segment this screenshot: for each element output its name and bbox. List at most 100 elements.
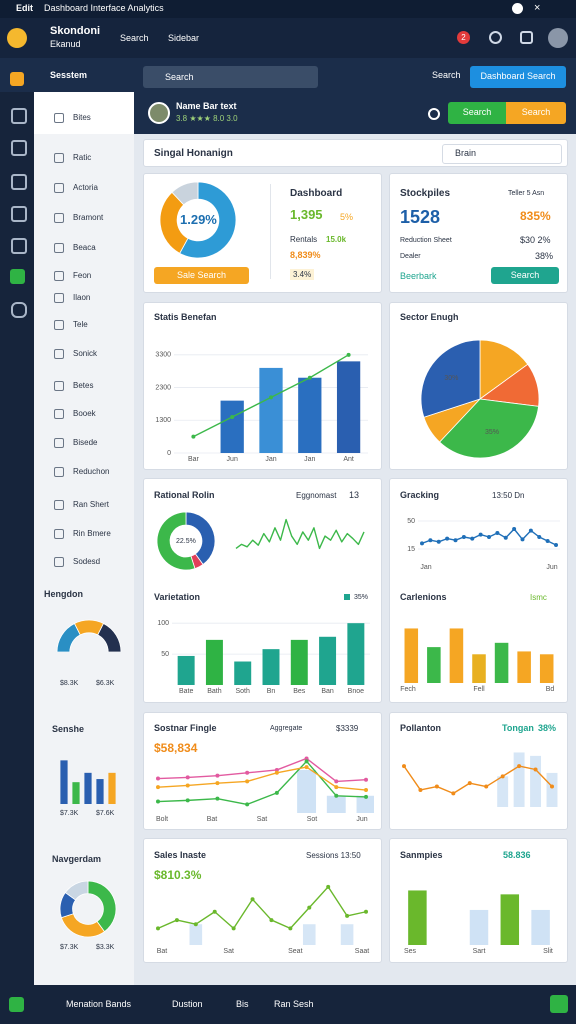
rail-icon[interactable] <box>10 269 25 284</box>
x-tick-label: Jan <box>420 564 431 571</box>
sidebar-active <box>34 92 134 134</box>
sidebar-item[interactable]: Tele <box>73 320 88 329</box>
x-tick-label: Bat <box>207 816 218 823</box>
bar <box>298 377 322 453</box>
sidebar-item[interactable]: Ran Shert <box>73 500 110 509</box>
stock-row-label: Reduction Sheet <box>400 237 452 244</box>
menu-button[interactable]: Sesstem <box>50 70 88 80</box>
slice <box>156 511 196 571</box>
sidebar-item[interactable]: Sonick <box>73 349 98 358</box>
chart-label: $8.3K <box>60 680 79 687</box>
line-marker <box>528 528 533 533</box>
green-button[interactable]: Search <box>448 102 506 124</box>
sidebar-icon <box>54 381 64 391</box>
bar <box>500 894 520 945</box>
rail-icon[interactable] <box>11 302 27 318</box>
sidebar-item[interactable]: Bramont <box>73 213 104 222</box>
x-tick-label: Bar <box>188 456 200 463</box>
sidebar-item[interactable]: Betes <box>73 381 94 390</box>
rail-icon[interactable] <box>11 206 27 222</box>
footer-item[interactable]: Ran Sesh <box>274 999 314 1009</box>
line-marker <box>537 535 542 539</box>
chart-label: $6.3K <box>96 680 115 687</box>
toolbar-label: Search <box>432 70 461 80</box>
sidebar-item[interactable]: Booek <box>73 409 96 418</box>
sidebar-item[interactable]: Reduchon <box>73 467 110 476</box>
line-marker <box>307 905 312 910</box>
notification-badge[interactable]: 2 <box>457 31 470 44</box>
bar <box>84 772 92 804</box>
line-chart: Bolt Bat Sat Sot Jun <box>156 756 374 823</box>
sidebar-item[interactable]: Rin Bmere <box>73 529 111 538</box>
user-avatar <box>148 102 170 124</box>
slice <box>420 339 481 418</box>
footer-icon[interactable] <box>550 995 568 1013</box>
bar-chart: Fech Fell Bd <box>400 628 554 693</box>
rail-icon[interactable] <box>10 72 24 86</box>
settings-icon[interactable] <box>520 31 533 44</box>
line-marker <box>156 785 160 790</box>
y-tick-label: 3300 <box>155 352 171 359</box>
line-marker <box>269 395 273 400</box>
rail-icon[interactable] <box>11 238 27 254</box>
avatar[interactable] <box>548 28 568 48</box>
footer-item[interactable]: Dustion <box>172 999 203 1009</box>
bar-chart: 50 100 Bate Bath Soth Bn Bes Ban Bnoe <box>157 620 370 695</box>
sidebar-item[interactable]: Beaca <box>73 243 96 252</box>
rail-icon[interactable] <box>11 174 27 190</box>
bar-chart <box>60 760 116 804</box>
card-title: Sostnar Fingle <box>154 723 217 733</box>
x-tick-label: Fech <box>400 686 416 693</box>
card-sub: 13:50 Dn <box>492 491 525 500</box>
line-marker <box>402 764 406 769</box>
search-box[interactable]: Search <box>143 66 318 88</box>
chart-card: Sector Enugh 35% 30% <box>389 302 568 470</box>
sidebar-item[interactable]: Bites <box>73 113 91 122</box>
bar <box>517 651 531 683</box>
orange-button[interactable]: Search <box>506 102 566 124</box>
card-title: Carlenions <box>400 592 447 602</box>
sidebar-item[interactable]: Actoria <box>73 183 98 192</box>
line-marker <box>550 784 554 789</box>
bar <box>449 628 464 683</box>
kpi-button[interactable]: Sale Search <box>154 267 249 284</box>
sidebar-icon <box>54 183 64 193</box>
footer-icon[interactable] <box>9 997 24 1012</box>
rail-icon[interactable] <box>11 108 27 124</box>
slice <box>439 398 539 459</box>
sidebar-item[interactable]: Feon <box>73 271 92 280</box>
line-marker <box>451 791 456 796</box>
stock-button[interactable]: Search <box>491 267 559 284</box>
card-value: $810.3% <box>154 868 202 882</box>
sidebar-icon <box>54 320 64 330</box>
close-button[interactable]: × <box>534 2 541 14</box>
legend-label: 35% <box>354 594 369 601</box>
card-title: Gracking <box>400 490 440 500</box>
globe-icon[interactable] <box>489 31 502 44</box>
rail-icon[interactable] <box>11 140 27 156</box>
select[interactable]: Brain <box>442 144 562 164</box>
line-marker <box>288 926 293 931</box>
nav-link[interactable]: Search <box>120 33 149 43</box>
sidebar-item[interactable]: Ilaon <box>73 293 91 302</box>
bar <box>177 655 195 685</box>
card-title: Pollanton <box>400 723 441 733</box>
nav-link[interactable]: Sidebar <box>168 33 200 43</box>
search-icon[interactable] <box>428 108 440 120</box>
search-placeholder: Search <box>165 72 194 82</box>
combo-chart: 0 1300 2300 3300 Bar Jun Jan Jan Ant <box>155 352 368 463</box>
footer-item[interactable]: Bis <box>236 999 249 1009</box>
line-marker <box>307 375 312 380</box>
x-tick-label: Bat <box>157 948 168 955</box>
line-marker <box>215 781 220 786</box>
stock-link[interactable]: Beerbark <box>400 271 437 281</box>
window-button[interactable] <box>512 3 523 14</box>
sidebar-item[interactable]: Sodesd <box>73 557 101 566</box>
stock-note: Teller 5 Asn <box>508 190 545 197</box>
bar <box>96 779 104 804</box>
icon-rail <box>0 72 34 985</box>
primary-button[interactable]: Dashboard Search <box>470 66 566 88</box>
sidebar-item[interactable]: Bisede <box>73 438 98 447</box>
section-title: Senshe <box>52 724 85 734</box>
sidebar-item[interactable]: Ratic <box>73 153 92 162</box>
